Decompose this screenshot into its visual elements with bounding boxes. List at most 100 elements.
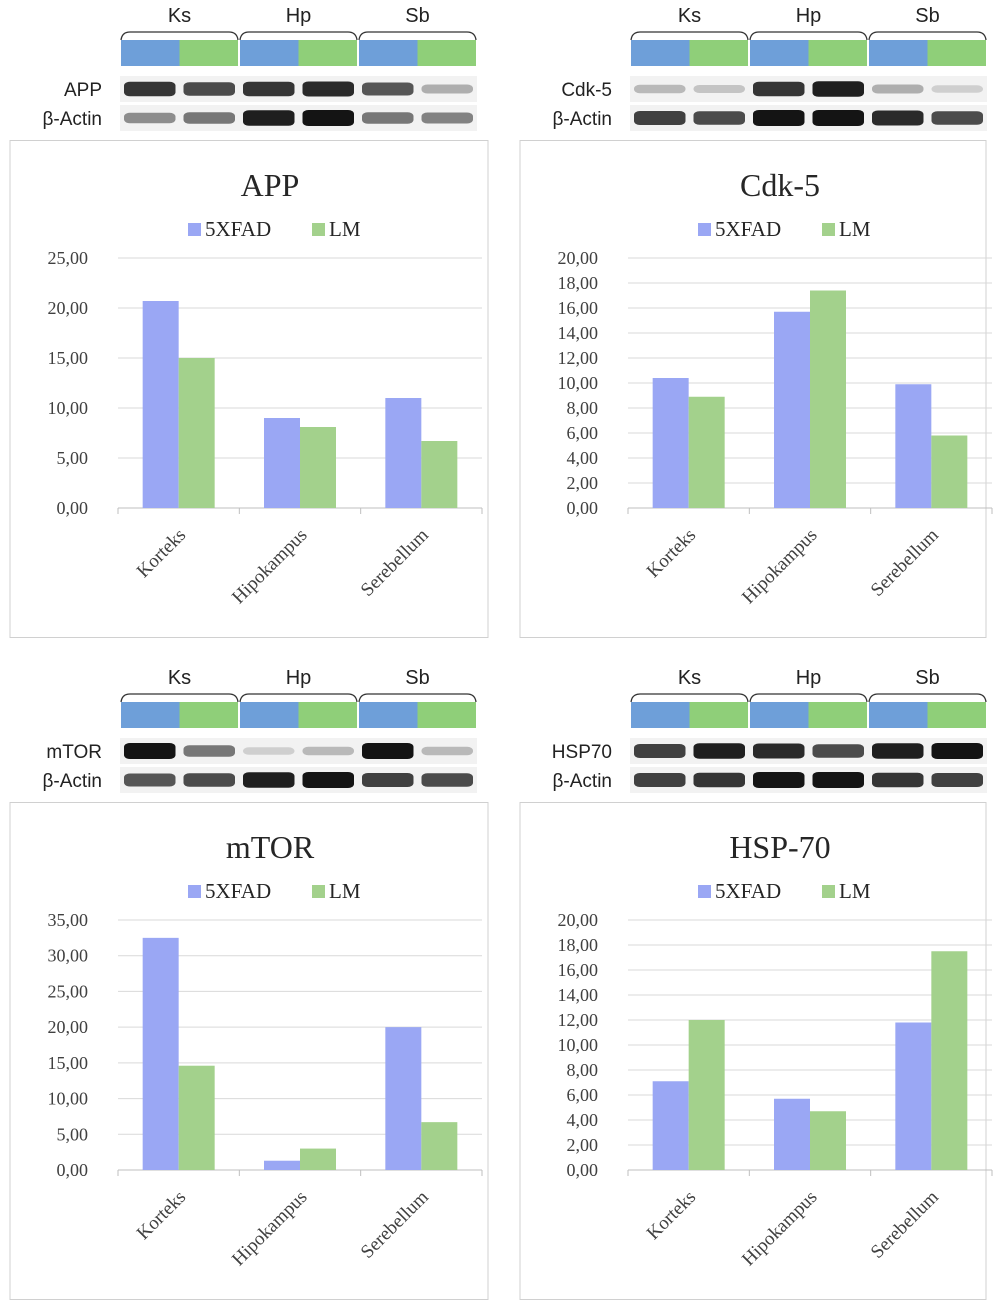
bar-5xfad-hipokampus bbox=[774, 311, 810, 508]
bar-lm-korteks bbox=[178, 358, 215, 508]
blot-band bbox=[421, 84, 473, 94]
y-tick-label: 0,00 bbox=[567, 1160, 599, 1180]
lane-lm-swatch bbox=[927, 702, 986, 728]
bar-5xfad-serebellum bbox=[385, 398, 422, 508]
blot-band bbox=[634, 773, 686, 787]
blot-row-label: β-Actin bbox=[553, 109, 613, 130]
blot-band bbox=[362, 112, 414, 124]
chart-title: Cdk-5 bbox=[740, 167, 820, 203]
blot-band bbox=[243, 110, 295, 126]
lane-lm-swatch bbox=[927, 40, 986, 66]
lane-5xfad-swatch bbox=[750, 40, 809, 66]
y-tick-label: 4,00 bbox=[567, 448, 599, 468]
y-tick-label: 18,00 bbox=[558, 273, 599, 293]
y-tick-label: 4,00 bbox=[567, 1110, 599, 1130]
blot-row-label: Cdk-5 bbox=[561, 80, 612, 101]
bar-5xfad-korteks bbox=[142, 937, 179, 1170]
blot-band bbox=[812, 744, 864, 758]
hsp70-panel: Ks Hp Sb HSP70 β-Actin HSP-70 5XFAD LM 0,00 2,00… bbox=[510, 662, 996, 1313]
y-tick-label: 8,00 bbox=[567, 398, 599, 418]
lane-5xfad-swatch bbox=[121, 702, 180, 728]
bar-lm-korteks bbox=[178, 1065, 215, 1170]
region-bracket bbox=[749, 31, 868, 41]
bar-5xfad-korteks bbox=[652, 378, 689, 508]
region-bracket bbox=[120, 693, 239, 703]
lane-5xfad-swatch bbox=[631, 702, 690, 728]
hsp70-western-blot: Ks Hp Sb HSP70 β-Actin bbox=[552, 667, 987, 793]
bar-lm-hipokampus bbox=[300, 427, 336, 508]
region-bracket bbox=[358, 693, 477, 703]
y-tick-label: 16,00 bbox=[558, 960, 599, 980]
y-tick-label: 10,00 bbox=[558, 1035, 599, 1055]
lane-5xfad-swatch bbox=[240, 40, 299, 66]
y-tick-label: 0,00 bbox=[57, 1160, 89, 1180]
legend-swatch-5xfad bbox=[188, 223, 201, 236]
blot-band bbox=[421, 112, 473, 124]
app-panel: Ks Hp Sb APP β-Actin APP 5XFAD LM 0,00 5,00 10,00… bbox=[0, 0, 498, 651]
bar-5xfad-hipokampus bbox=[264, 418, 300, 508]
blot-band bbox=[693, 772, 745, 788]
lane-5xfad-swatch bbox=[121, 40, 180, 66]
blot-membrane bbox=[630, 738, 987, 764]
blot-membrane bbox=[630, 76, 987, 102]
region-label: Ks bbox=[168, 5, 191, 27]
blot-band bbox=[243, 81, 295, 97]
y-tick-label: 35,00 bbox=[48, 910, 89, 930]
lane-5xfad-swatch bbox=[359, 40, 418, 66]
blot-membrane bbox=[120, 76, 477, 102]
blot-band bbox=[124, 743, 176, 759]
cdk5-bar-chart: Cdk-5 5XFAD LM 0,00 2,00 4,00 6,00 8,00 10,00 12,… bbox=[519, 140, 993, 638]
blot-row-label: β-Actin bbox=[553, 771, 613, 792]
lane-lm-swatch bbox=[808, 40, 867, 66]
blot-band bbox=[753, 81, 805, 97]
region-bracket bbox=[630, 31, 749, 41]
lane-5xfad-swatch bbox=[869, 40, 928, 66]
y-tick-label: 5,00 bbox=[57, 448, 89, 468]
y-tick-label: 0,00 bbox=[57, 498, 89, 518]
blot-band bbox=[421, 746, 473, 756]
blot-band bbox=[753, 110, 805, 126]
legend-label-lm: LM bbox=[329, 217, 361, 241]
blot-membrane bbox=[120, 738, 477, 764]
y-tick-label: 25,00 bbox=[48, 248, 89, 268]
y-tick-label: 12,00 bbox=[558, 348, 599, 368]
region-bracket bbox=[358, 31, 477, 41]
blot-band bbox=[872, 743, 924, 759]
region-bracket bbox=[749, 693, 868, 703]
blot-membrane bbox=[630, 767, 987, 793]
region-bracket bbox=[239, 693, 358, 703]
y-tick-label: 30,00 bbox=[48, 946, 89, 966]
legend-swatch-5xfad bbox=[698, 885, 711, 898]
blot-row-label: mTOR bbox=[46, 742, 102, 763]
y-tick-label: 12,00 bbox=[558, 1010, 599, 1030]
region-label: Sb bbox=[405, 5, 429, 27]
y-tick-label: 20,00 bbox=[48, 1017, 89, 1037]
y-tick-label: 2,00 bbox=[567, 1135, 599, 1155]
lane-5xfad-swatch bbox=[631, 40, 690, 66]
region-bracket bbox=[120, 31, 239, 41]
bar-5xfad-serebellum bbox=[895, 384, 932, 508]
region-bracket bbox=[868, 31, 987, 41]
blot-band bbox=[302, 772, 354, 788]
y-tick-label: 10,00 bbox=[558, 373, 599, 393]
blot-band bbox=[124, 773, 176, 787]
region-label: Hp bbox=[796, 5, 822, 27]
legend-label-5xfad: 5XFAD bbox=[205, 217, 271, 241]
cdk5-panel: Ks Hp Sb Cdk-5 β-Actin Cdk-5 5XFAD LM 0,00 2,00 4… bbox=[510, 0, 996, 651]
region-label: Sb bbox=[915, 5, 939, 27]
legend-label-lm: LM bbox=[839, 217, 871, 241]
y-tick-label: 8,00 bbox=[567, 1060, 599, 1080]
blot-band bbox=[753, 743, 805, 759]
blot-band bbox=[812, 110, 864, 126]
blot-band bbox=[931, 111, 983, 125]
legend-label-5xfad: 5XFAD bbox=[205, 879, 271, 903]
bar-lm-korteks bbox=[688, 396, 725, 508]
blot-band bbox=[302, 81, 354, 97]
blot-band bbox=[183, 773, 235, 787]
blot-band bbox=[812, 772, 864, 788]
legend-swatch-5xfad bbox=[188, 885, 201, 898]
bar-5xfad-hipokampus bbox=[774, 1098, 810, 1170]
region-label: Ks bbox=[168, 667, 191, 689]
y-tick-label: 5,00 bbox=[57, 1124, 89, 1144]
